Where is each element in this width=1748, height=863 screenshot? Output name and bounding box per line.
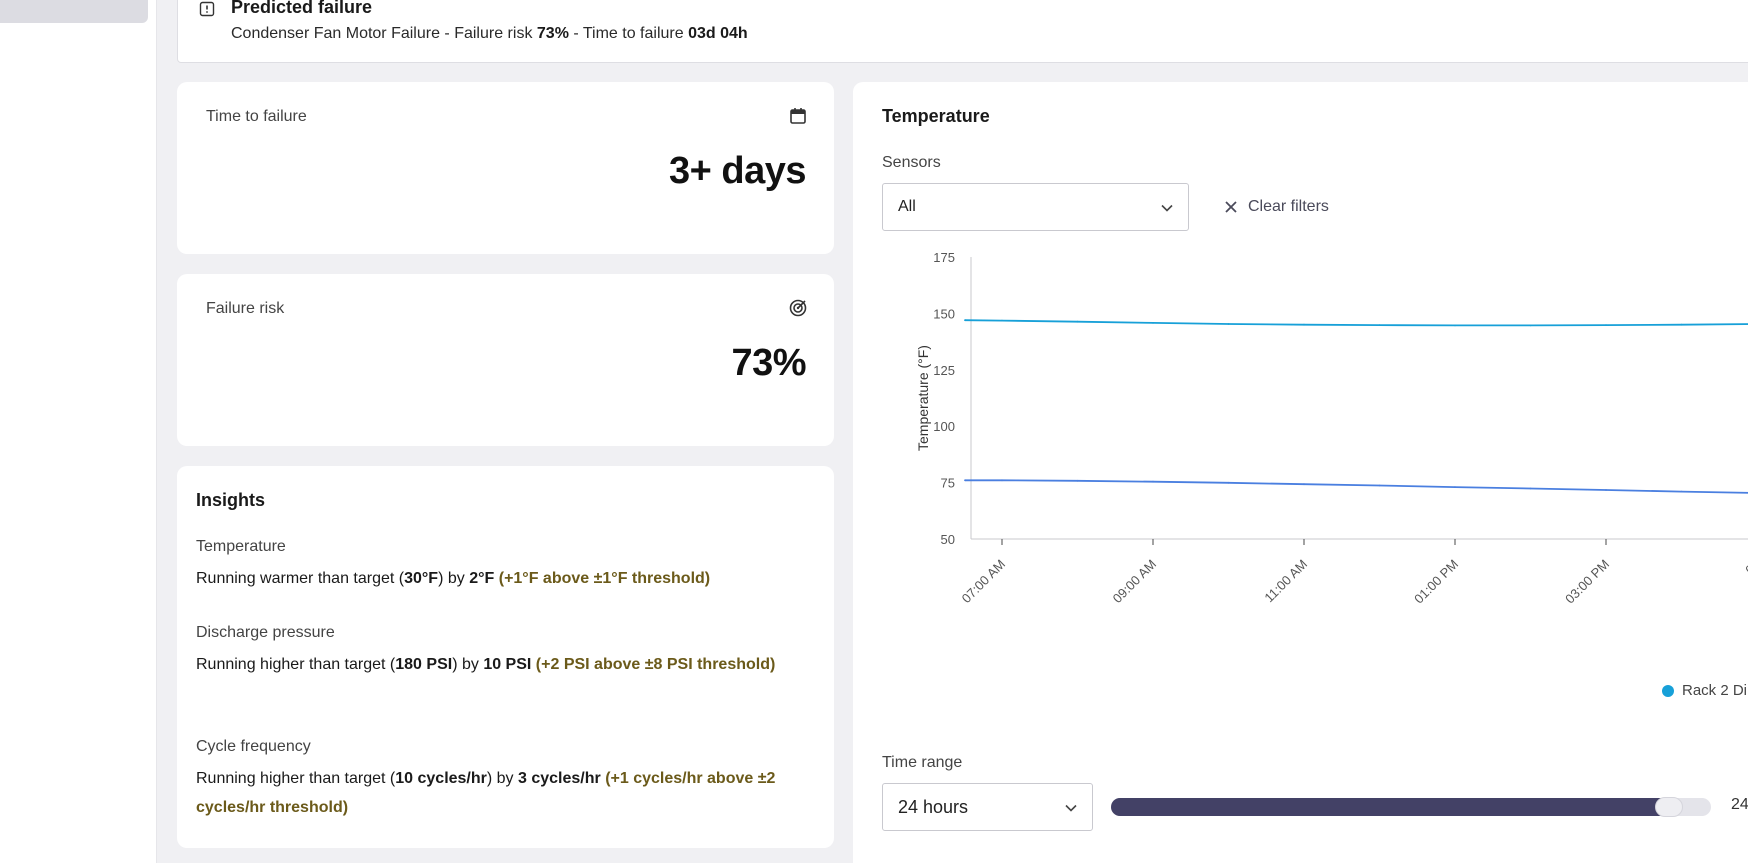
data-point	[1529, 324, 1532, 327]
data-point	[1605, 324, 1607, 326]
data-point	[1529, 487, 1532, 490]
y-tick-label: 150	[933, 306, 955, 321]
y-axis-title: Temperature (°F)	[915, 345, 931, 451]
data-point	[1378, 484, 1381, 487]
insight-text: Running higher than target (180 PSI) by …	[196, 656, 776, 673]
time-to-failure-value: 3+ days	[669, 150, 807, 192]
chevron-down-icon	[1161, 204, 1173, 212]
insight-text: Running warmer than target (30°F) by 2°F…	[196, 570, 711, 587]
banner-title: Predicted failure	[231, 0, 373, 17]
data-point	[1605, 489, 1607, 491]
insight-heading: Discharge pressure	[196, 624, 335, 641]
data-point	[1303, 483, 1305, 486]
insight-threshold-note: (+1 cycles/hr above ±2 cycles/hr thresho…	[196, 770, 776, 816]
y-tick-label: 175	[933, 250, 955, 265]
data-point	[1303, 323, 1305, 326]
time-range-select-value: 24 hours	[898, 797, 969, 817]
chevron-down-icon	[1065, 804, 1077, 812]
time-to-failure-label: Time to failure	[206, 108, 307, 125]
failure-risk-card: Failure risk 73%	[177, 274, 834, 446]
target-icon	[789, 299, 807, 317]
sidebar	[0, 0, 157, 863]
slider-thumb[interactable]	[1655, 797, 1683, 817]
x-tick-label: 09:00 AM	[1110, 557, 1159, 606]
data-point	[1227, 323, 1230, 325]
data-point	[1454, 324, 1456, 327]
data-point	[1152, 480, 1154, 483]
chart-legend[interactable]: Rack 2 Di	[1662, 682, 1747, 699]
alert-info-icon	[199, 1, 215, 17]
insight-temperature: Temperature Running warmer than target (…	[196, 538, 816, 593]
insight-cycle-frequency: Cycle frequency Running higher than targ…	[196, 738, 816, 822]
temperature-chart-svg: 50 75 100 125 150 175 07:00 AM 09:00 AM 11:00 AM…	[915, 250, 1748, 607]
sensors-select-value: All	[898, 198, 916, 215]
data-point	[1680, 323, 1683, 326]
series-line	[965, 479, 1748, 494]
temperature-chart: 50 75 100 125 150 175 07:00 AM 09:00 AM 11:00 AM…	[873, 247, 1748, 717]
insight-heading: Cycle frequency	[196, 738, 311, 755]
data-point	[1152, 322, 1154, 324]
series-line	[964, 319, 1748, 327]
y-tick-label: 100	[933, 419, 955, 434]
x-tick-label: 11:00 AM	[1261, 557, 1310, 606]
legend-dot-icon	[1662, 684, 1674, 697]
data-point	[964, 319, 966, 322]
time-range-slider[interactable]	[1111, 797, 1711, 817]
time-range-slider-value: 24	[1731, 796, 1748, 813]
x-tick-label: 05	[1742, 557, 1748, 578]
insight-discharge-pressure: Discharge pressure Running higher than t…	[196, 624, 816, 679]
time-to-failure-card: Time to failure 3+ days	[177, 82, 834, 254]
data-point	[1454, 486, 1456, 488]
data-point	[964, 479, 966, 482]
sensors-select[interactable]: All	[882, 183, 1189, 231]
clear-filters-label: Clear filters	[1248, 198, 1329, 215]
data-point	[1227, 481, 1230, 484]
insight-text: Running higher than target (10 cycles/hr…	[196, 770, 776, 816]
data-point	[1076, 479, 1079, 482]
insights-title: Insights	[196, 490, 266, 510]
time-range-label: Time range	[882, 754, 963, 771]
x-tick-label: 03:00 PM	[1562, 557, 1612, 607]
y-tick-label: 75	[941, 476, 955, 491]
data-point	[1001, 479, 1003, 482]
insight-threshold-note: (+1°F above ±1°F threshold)	[498, 570, 711, 587]
sidebar-item-active[interactable]	[0, 0, 148, 23]
data-point	[1680, 490, 1683, 493]
slider-fill	[1111, 798, 1681, 816]
calendar-icon	[790, 108, 806, 124]
data-point	[1001, 319, 1003, 322]
close-icon	[1225, 201, 1237, 213]
time-range-select[interactable]: 24 hours	[882, 783, 1093, 831]
y-tick-label: 125	[933, 363, 955, 378]
temperature-title: Temperature	[882, 106, 990, 126]
banner-ttf: 03d 04h	[688, 25, 748, 42]
data-point	[1378, 324, 1381, 326]
temperature-card: Temperature Sensors All Clear filters 50…	[853, 82, 1748, 863]
y-tick-label: 50	[941, 532, 955, 547]
insights-card: Insights Temperature Running warmer than…	[177, 466, 834, 848]
banner-risk: 73%	[536, 25, 569, 42]
insight-heading: Temperature	[196, 538, 286, 555]
banner-description: Condenser Fan Motor Failure - Failure ri…	[231, 25, 748, 42]
failure-risk-label: Failure risk	[206, 300, 285, 317]
data-point	[1076, 320, 1079, 323]
sensors-label: Sensors	[882, 154, 941, 171]
predicted-failure-banner: Predicted failure Condenser Fan Motor Fa…	[177, 0, 1748, 63]
failure-risk-value: 73%	[731, 342, 806, 384]
clear-filters-button[interactable]: Clear filters	[1224, 195, 1329, 219]
x-tick-label: 07:00 AM	[959, 557, 1008, 606]
legend-label: Rack 2 Di	[1682, 682, 1748, 699]
x-tick-label: 01:00 PM	[1411, 557, 1461, 607]
insight-threshold-note: (+2 PSI above ±8 PSI threshold)	[535, 656, 776, 673]
